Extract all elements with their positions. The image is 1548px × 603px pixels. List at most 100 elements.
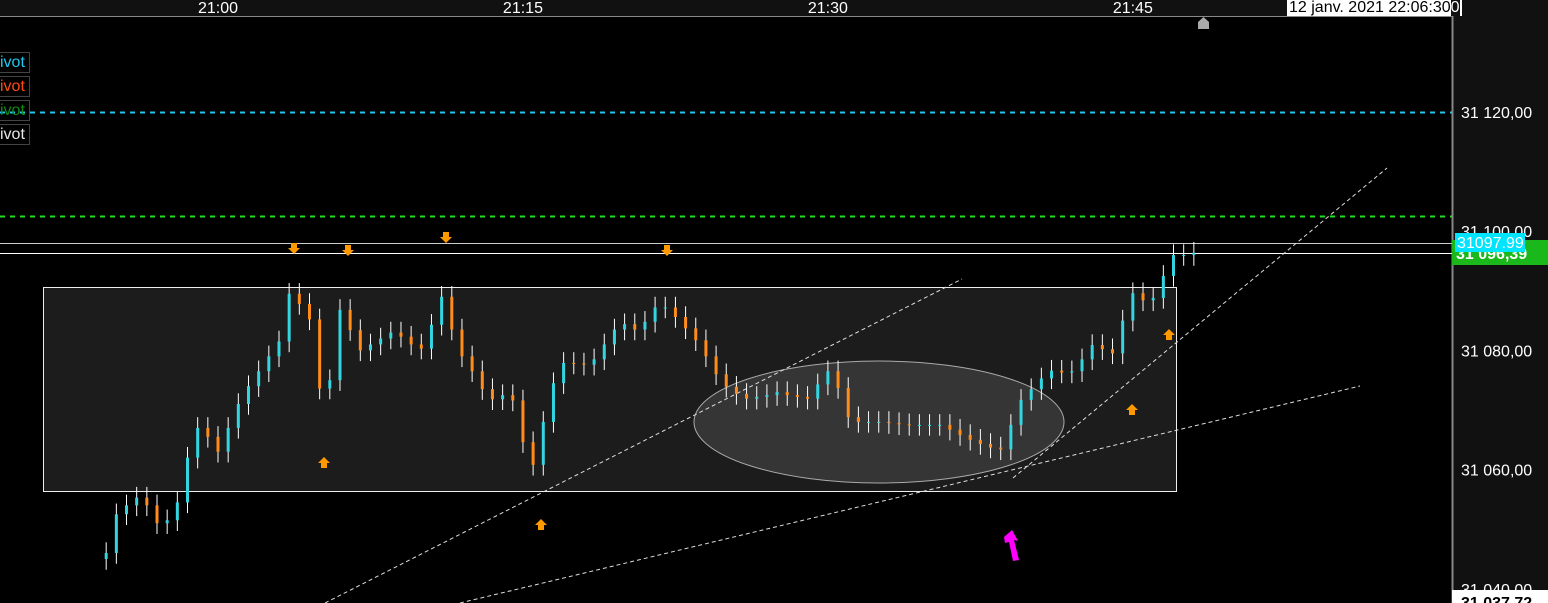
candle-body <box>1172 255 1176 276</box>
cursor-time: 12 janv. 2021 22:06:30 <box>1289 0 1451 16</box>
candle-body <box>704 340 708 357</box>
legend-pivot-3[interactable]: ivot <box>0 100 30 121</box>
candle-body <box>175 502 179 521</box>
x-tick-label: 21:45 <box>1113 0 1153 17</box>
candle <box>1141 282 1145 312</box>
candle <box>1019 389 1023 436</box>
candle <box>887 411 891 434</box>
candle-body <box>135 497 139 506</box>
candle <box>1192 241 1196 266</box>
candle <box>582 352 586 376</box>
candle <box>633 313 637 341</box>
candle-body <box>541 421 545 465</box>
candle-body <box>226 427 230 452</box>
candle-body <box>602 344 606 360</box>
candle-body <box>186 457 190 503</box>
candle <box>856 406 860 433</box>
candle <box>206 417 210 448</box>
candle <box>1131 282 1135 332</box>
bid-price-badge <box>1455 233 1525 252</box>
candle-body <box>246 386 250 405</box>
candle <box>846 377 850 428</box>
cursor-time-label: 12 janv. 2021 22:06:300 <box>1287 0 1462 16</box>
trendline[interactable] <box>324 278 963 603</box>
candle-body <box>582 363 586 365</box>
candle <box>663 296 667 319</box>
home-marker-icon[interactable] <box>1198 17 1209 29</box>
candle-body <box>785 392 789 396</box>
candle <box>551 372 555 433</box>
candle-body <box>724 374 728 387</box>
candle-body <box>694 328 698 341</box>
candle-body <box>521 400 525 443</box>
sell-arrow-icon <box>661 245 673 256</box>
candle <box>419 333 423 360</box>
candle-body <box>673 307 677 318</box>
candle <box>368 333 372 362</box>
candle <box>684 306 688 340</box>
legend-pivot-1[interactable]: ivot <box>0 52 30 73</box>
legend-label: ivot <box>0 78 25 95</box>
candle <box>196 417 200 469</box>
bid-price-label: 31097.99 <box>1457 235 1524 252</box>
candle <box>816 373 820 410</box>
y-tick-label: 31 060,00 <box>1461 463 1532 480</box>
candle <box>490 378 494 410</box>
candle <box>267 345 271 382</box>
candle-body <box>1121 320 1125 354</box>
candle-body <box>734 386 738 394</box>
candle-body <box>450 296 454 330</box>
x-tick-label: 21:15 <box>503 0 543 17</box>
candle-body <box>287 293 291 342</box>
candle-body <box>917 424 921 426</box>
candle <box>612 318 616 356</box>
candle-body <box>562 362 566 384</box>
legend-label: ivot <box>0 102 25 119</box>
candle <box>287 283 291 353</box>
candle-body <box>145 497 149 506</box>
candle-body <box>978 439 982 444</box>
candle-body <box>897 423 901 425</box>
trendline[interactable] <box>1012 167 1388 479</box>
candle-body <box>277 341 281 357</box>
y-tick-label: 31 080,00 <box>1461 343 1532 360</box>
legend-pivot-2[interactable]: ivot <box>0 76 30 97</box>
candle-body <box>338 309 342 381</box>
candle <box>175 491 179 531</box>
candle <box>257 360 261 397</box>
price-axis[interactable] <box>1452 16 1548 603</box>
candle-body <box>216 436 220 452</box>
candle-body <box>1080 359 1084 372</box>
candle-body <box>368 344 372 351</box>
candle <box>1060 359 1064 384</box>
candle-body <box>1111 349 1115 354</box>
candle <box>704 329 708 368</box>
candle <box>186 446 190 514</box>
candle <box>480 360 484 400</box>
candle-body <box>806 396 810 399</box>
candle <box>511 384 515 412</box>
candle <box>775 381 779 406</box>
candle-body <box>551 383 555 422</box>
legend-pivot-4[interactable]: ivot <box>0 124 30 145</box>
candle <box>236 393 240 439</box>
candle <box>623 313 627 341</box>
candle-body <box>125 505 129 515</box>
time-axis[interactable] <box>0 0 1548 16</box>
candle-body <box>1151 297 1155 301</box>
candle <box>470 345 474 382</box>
y-tick-label: 31 120,00 <box>1461 105 1532 122</box>
trendline[interactable] <box>459 385 1361 603</box>
candle <box>541 411 545 476</box>
candle-body <box>755 396 759 399</box>
candle <box>450 286 454 341</box>
candle <box>429 314 433 360</box>
candle-body <box>206 427 210 437</box>
candle <box>1172 244 1176 287</box>
candle <box>379 327 383 356</box>
candle <box>318 308 322 400</box>
candle-body <box>663 307 667 309</box>
candle <box>958 418 962 446</box>
candle <box>1161 265 1165 309</box>
